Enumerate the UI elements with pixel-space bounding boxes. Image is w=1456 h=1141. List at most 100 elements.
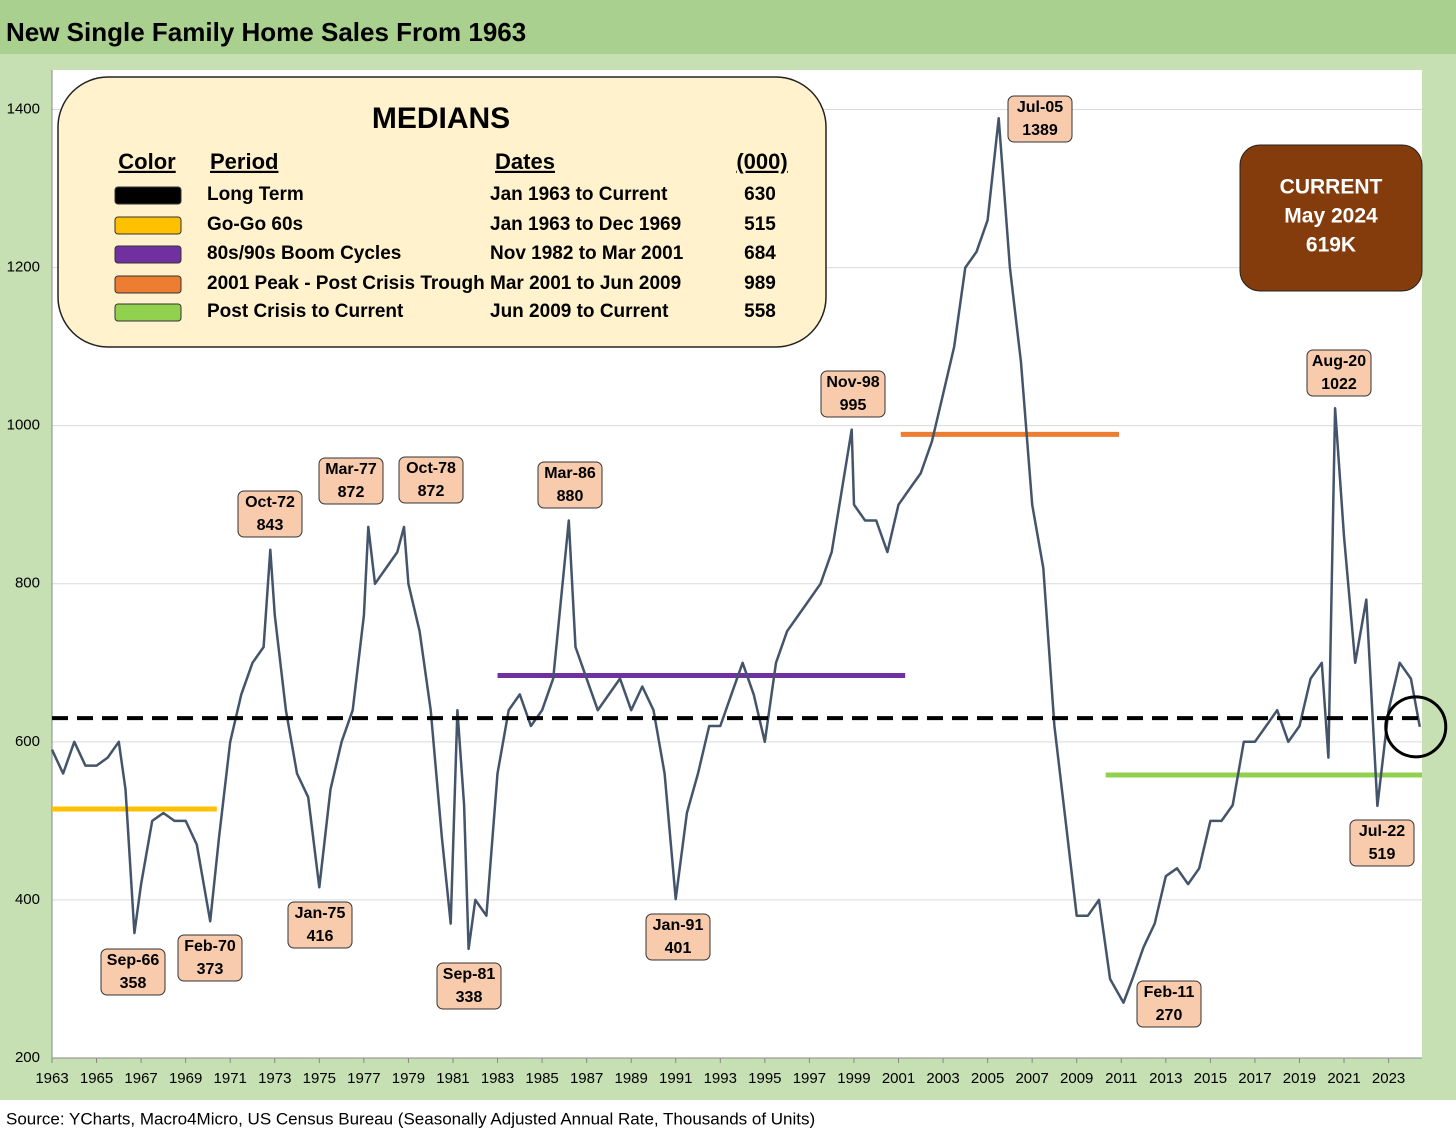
annotation-value: 880 — [557, 488, 584, 505]
legend-swatch — [114, 275, 182, 294]
annotation-box — [1007, 95, 1073, 143]
annotation-box — [237, 490, 303, 538]
legend-swatch — [114, 245, 182, 264]
legend-value: 989 — [744, 273, 776, 294]
y-tick-label: 600 — [15, 733, 40, 750]
annotation-label: Sep-66 — [107, 952, 160, 969]
source: Source: YCharts, Macro4Micro, US Census … — [6, 1109, 815, 1128]
title-bar — [0, 0, 1456, 54]
x-tick-label: 1965 — [80, 1070, 113, 1087]
x-tick-label: 2013 — [1149, 1070, 1182, 1087]
legend-value: 630 — [744, 184, 776, 205]
annotation-box — [1136, 980, 1202, 1028]
x-tick-label: 1983 — [481, 1070, 514, 1087]
x-tick-label: 1963 — [35, 1070, 68, 1087]
legend-period: 80s/90s Boom Cycles — [207, 243, 401, 264]
x-tick-label: 1995 — [748, 1070, 781, 1087]
annotation-value: 872 — [338, 484, 365, 501]
legend-value: 684 — [744, 243, 776, 264]
annotation-label: Aug-20 — [1312, 353, 1366, 370]
annotation-value: 338 — [456, 989, 483, 1006]
x-tick-label: 2021 — [1327, 1070, 1360, 1087]
x-tick-label: 1981 — [436, 1070, 469, 1087]
annotation-label: Jan-91 — [653, 917, 704, 934]
annotation-label: Jan-75 — [295, 905, 346, 922]
annotation-label: Mar-86 — [544, 465, 596, 482]
annotation-label: Nov-98 — [826, 374, 879, 391]
annotation-box — [436, 962, 502, 1010]
x-tick-label: 2017 — [1238, 1070, 1271, 1087]
x-tick-label: 1971 — [214, 1070, 247, 1087]
annotation-box — [645, 913, 711, 961]
legend-period: Go-Go 60s — [207, 214, 303, 235]
x-tick-label: 1993 — [704, 1070, 737, 1087]
y-tick-label: 1200 — [7, 259, 40, 276]
y-tick-label: 1000 — [7, 417, 40, 434]
annotation-label: Feb-70 — [184, 938, 236, 955]
x-tick-label: 2019 — [1283, 1070, 1316, 1087]
legend-value: 558 — [744, 301, 776, 322]
legend-box — [57, 76, 827, 348]
x-tick-label: 1979 — [392, 1070, 425, 1087]
annotation-value: 358 — [120, 975, 147, 992]
annotation-value: 519 — [1369, 846, 1396, 863]
legend-header: Color — [118, 149, 176, 174]
legend-swatch — [114, 186, 182, 205]
legend-dates: Nov 1982 to Mar 2001 — [490, 243, 684, 264]
legend-dates: Jun 2009 to Current — [490, 301, 669, 322]
annotation-label: Jul-22 — [1359, 823, 1405, 840]
annotation-box — [820, 370, 886, 418]
annotation-label: Oct-72 — [245, 494, 295, 511]
legend-swatch — [114, 303, 182, 322]
annotation-value: 401 — [665, 940, 692, 957]
current-text: 619K — [1306, 234, 1356, 257]
series-line — [50, 116, 1422, 1004]
annotation-value: 1022 — [1321, 376, 1357, 393]
legend-dates: Jan 1963 to Dec 1969 — [490, 214, 681, 235]
x-tick-label: 2003 — [926, 1070, 959, 1087]
legend-value: 515 — [744, 214, 776, 235]
x-tick-label: 1987 — [570, 1070, 603, 1087]
annotation-value: 843 — [257, 517, 284, 534]
current-box — [1239, 144, 1423, 292]
legend-title: MEDIANS — [372, 102, 510, 135]
x-tick-label: 1977 — [347, 1070, 380, 1087]
x-tick-label: 2005 — [971, 1070, 1004, 1087]
y-tick-label: 800 — [15, 575, 40, 592]
annotation-box — [177, 934, 243, 982]
x-tick-label: 1967 — [124, 1070, 157, 1087]
current-circle — [1384, 695, 1448, 759]
x-tick-label: 2009 — [1060, 1070, 1093, 1087]
annotation-box — [537, 461, 603, 509]
y-tick-label: 400 — [15, 891, 40, 908]
x-tick-label: 1985 — [525, 1070, 558, 1087]
legend-period: Long Term — [207, 184, 304, 205]
legend-period: 2001 Peak - Post Crisis Trough — [207, 273, 485, 294]
x-tick-label: 2011 — [1105, 1070, 1137, 1087]
legend-header: Dates — [495, 149, 555, 174]
annotation-box — [1306, 349, 1372, 397]
x-tick-label: 2001 — [882, 1070, 915, 1087]
annotation-box — [1349, 819, 1415, 867]
x-tick-label: 2007 — [1015, 1070, 1048, 1087]
legend-dates: Jan 1963 to Current — [490, 184, 668, 205]
legend-period: Post Crisis to Current — [207, 301, 404, 322]
y-tick-label: 200 — [15, 1049, 40, 1066]
annotation-value: 416 — [307, 928, 334, 945]
annotation-value: 995 — [840, 397, 867, 414]
x-tick-label: 1991 — [659, 1070, 692, 1087]
annotation-box — [398, 456, 464, 504]
annotation-label: Feb-11 — [1144, 984, 1195, 1001]
current-text: CURRENT — [1280, 176, 1383, 199]
legend-header: Period — [210, 149, 278, 174]
annotation-value: 872 — [418, 483, 445, 500]
x-tick-label: 1975 — [303, 1070, 336, 1087]
annotation-label: Sep-81 — [443, 966, 496, 983]
x-tick-label: 1997 — [793, 1070, 826, 1087]
annotation-value: 1389 — [1022, 122, 1058, 139]
x-tick-label: 2015 — [1194, 1070, 1227, 1087]
annotation-box — [287, 901, 353, 949]
y-tick-label: 1400 — [7, 100, 40, 117]
annotation-label: Mar-77 — [325, 461, 377, 478]
legend-dates: Mar 2001 to Jun 2009 — [490, 273, 681, 294]
